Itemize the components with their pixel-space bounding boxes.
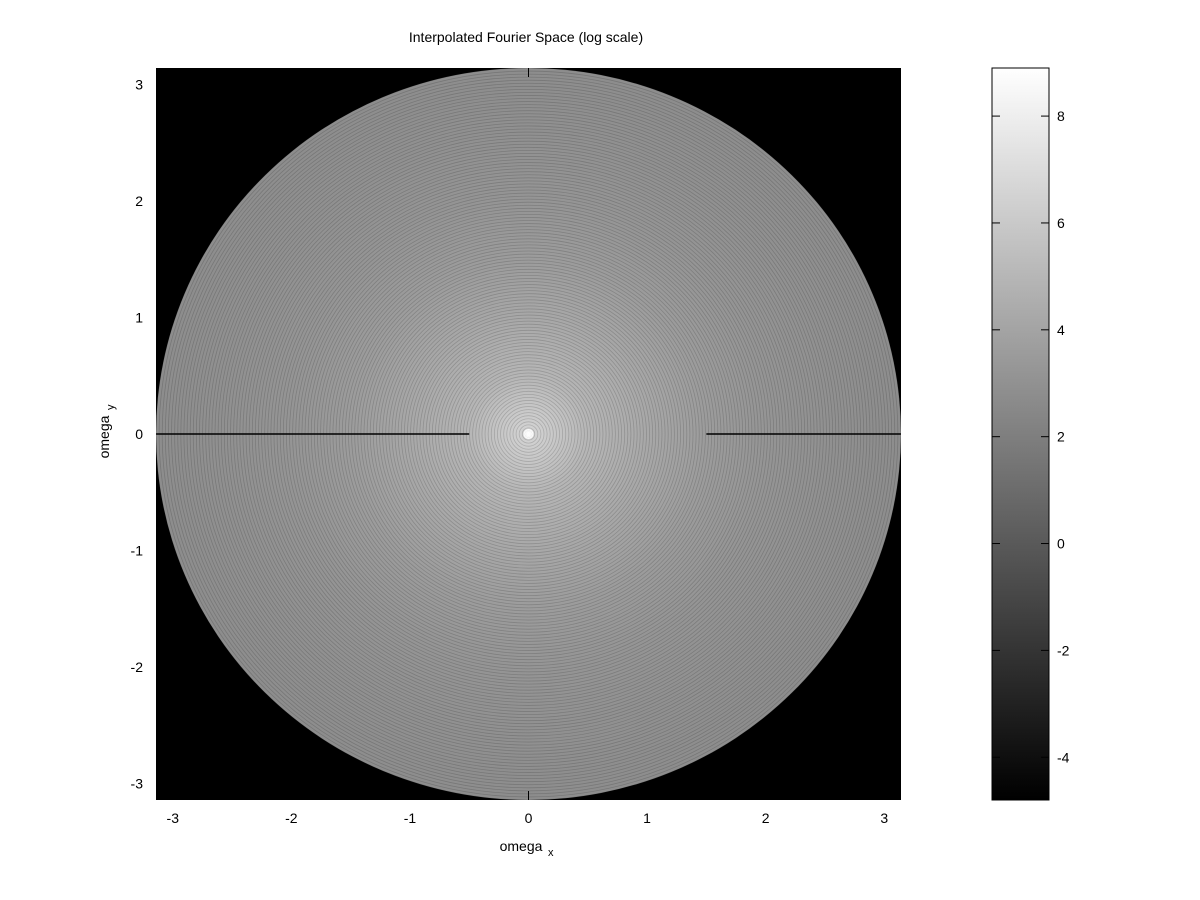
colorbar-tick-label: -4 — [1057, 749, 1070, 765]
colorbar: -4 -2 0 2 4 6 8 — [991, 67, 1070, 801]
y-tick-label: -2 — [131, 659, 144, 675]
ring — [512, 418, 545, 450]
y-tick-label: 3 — [135, 76, 143, 92]
x-tick-label: 0 — [525, 810, 533, 826]
colorbar-tick-label: 4 — [1057, 322, 1065, 338]
colorbar-tick-label: 8 — [1057, 108, 1065, 124]
y-tick-label: -3 — [131, 776, 144, 792]
ring — [521, 427, 536, 441]
heatmap-disk — [156, 68, 901, 800]
ring — [490, 396, 567, 471]
ring — [478, 384, 579, 484]
x-axis-label-sub: x — [548, 847, 554, 859]
x-axis-label-main: omega — [500, 838, 543, 854]
x-tick-label: 1 — [643, 810, 651, 826]
plot-area — [156, 68, 901, 800]
x-tick-label: -3 — [167, 810, 180, 826]
colorbar-tick-label: 2 — [1057, 429, 1065, 445]
ring — [487, 393, 570, 475]
ring — [500, 406, 557, 462]
ring — [475, 381, 582, 487]
y-axis-label-main: omega — [96, 415, 112, 458]
core-ring — [523, 429, 534, 439]
x-tick-label: 3 — [880, 810, 888, 826]
heatmap-layer — [156, 68, 901, 800]
ring — [497, 403, 560, 465]
y-axis-label-sub: y — [105, 404, 117, 410]
colorbar-tick-label: -2 — [1057, 642, 1070, 658]
x-tick-label: -2 — [285, 810, 298, 826]
y-tick-label: 0 — [135, 426, 143, 442]
y-axis: -3 -2 -1 0 1 2 3 — [131, 76, 901, 792]
ring — [509, 415, 548, 453]
ring — [515, 421, 542, 447]
x-tick-label: 2 — [762, 810, 770, 826]
y-axis-label: omega y — [96, 404, 117, 458]
ring — [518, 424, 539, 444]
colorbar-tick-label: 6 — [1057, 215, 1065, 231]
x-axis: -3 -2 -1 0 1 2 3 — [167, 68, 888, 826]
x-axis-label: omega x — [500, 838, 554, 859]
ring — [469, 375, 588, 493]
colorbar-tick-label: 0 — [1057, 536, 1065, 552]
x-tick-label: -1 — [404, 810, 417, 826]
y-tick-label: -1 — [131, 543, 144, 559]
y-tick-label: 1 — [135, 309, 143, 325]
core-ring — [524, 430, 533, 438]
core-ring — [526, 431, 531, 437]
y-tick-label: 2 — [135, 193, 143, 209]
colorbar-fill — [991, 67, 1050, 801]
ring — [484, 390, 573, 478]
ring — [472, 378, 585, 490]
ring — [506, 412, 551, 456]
chart-title: Interpolated Fourier Space (log scale) — [409, 29, 643, 45]
ring — [481, 387, 576, 481]
ring — [503, 409, 554, 459]
ring — [493, 400, 564, 468]
